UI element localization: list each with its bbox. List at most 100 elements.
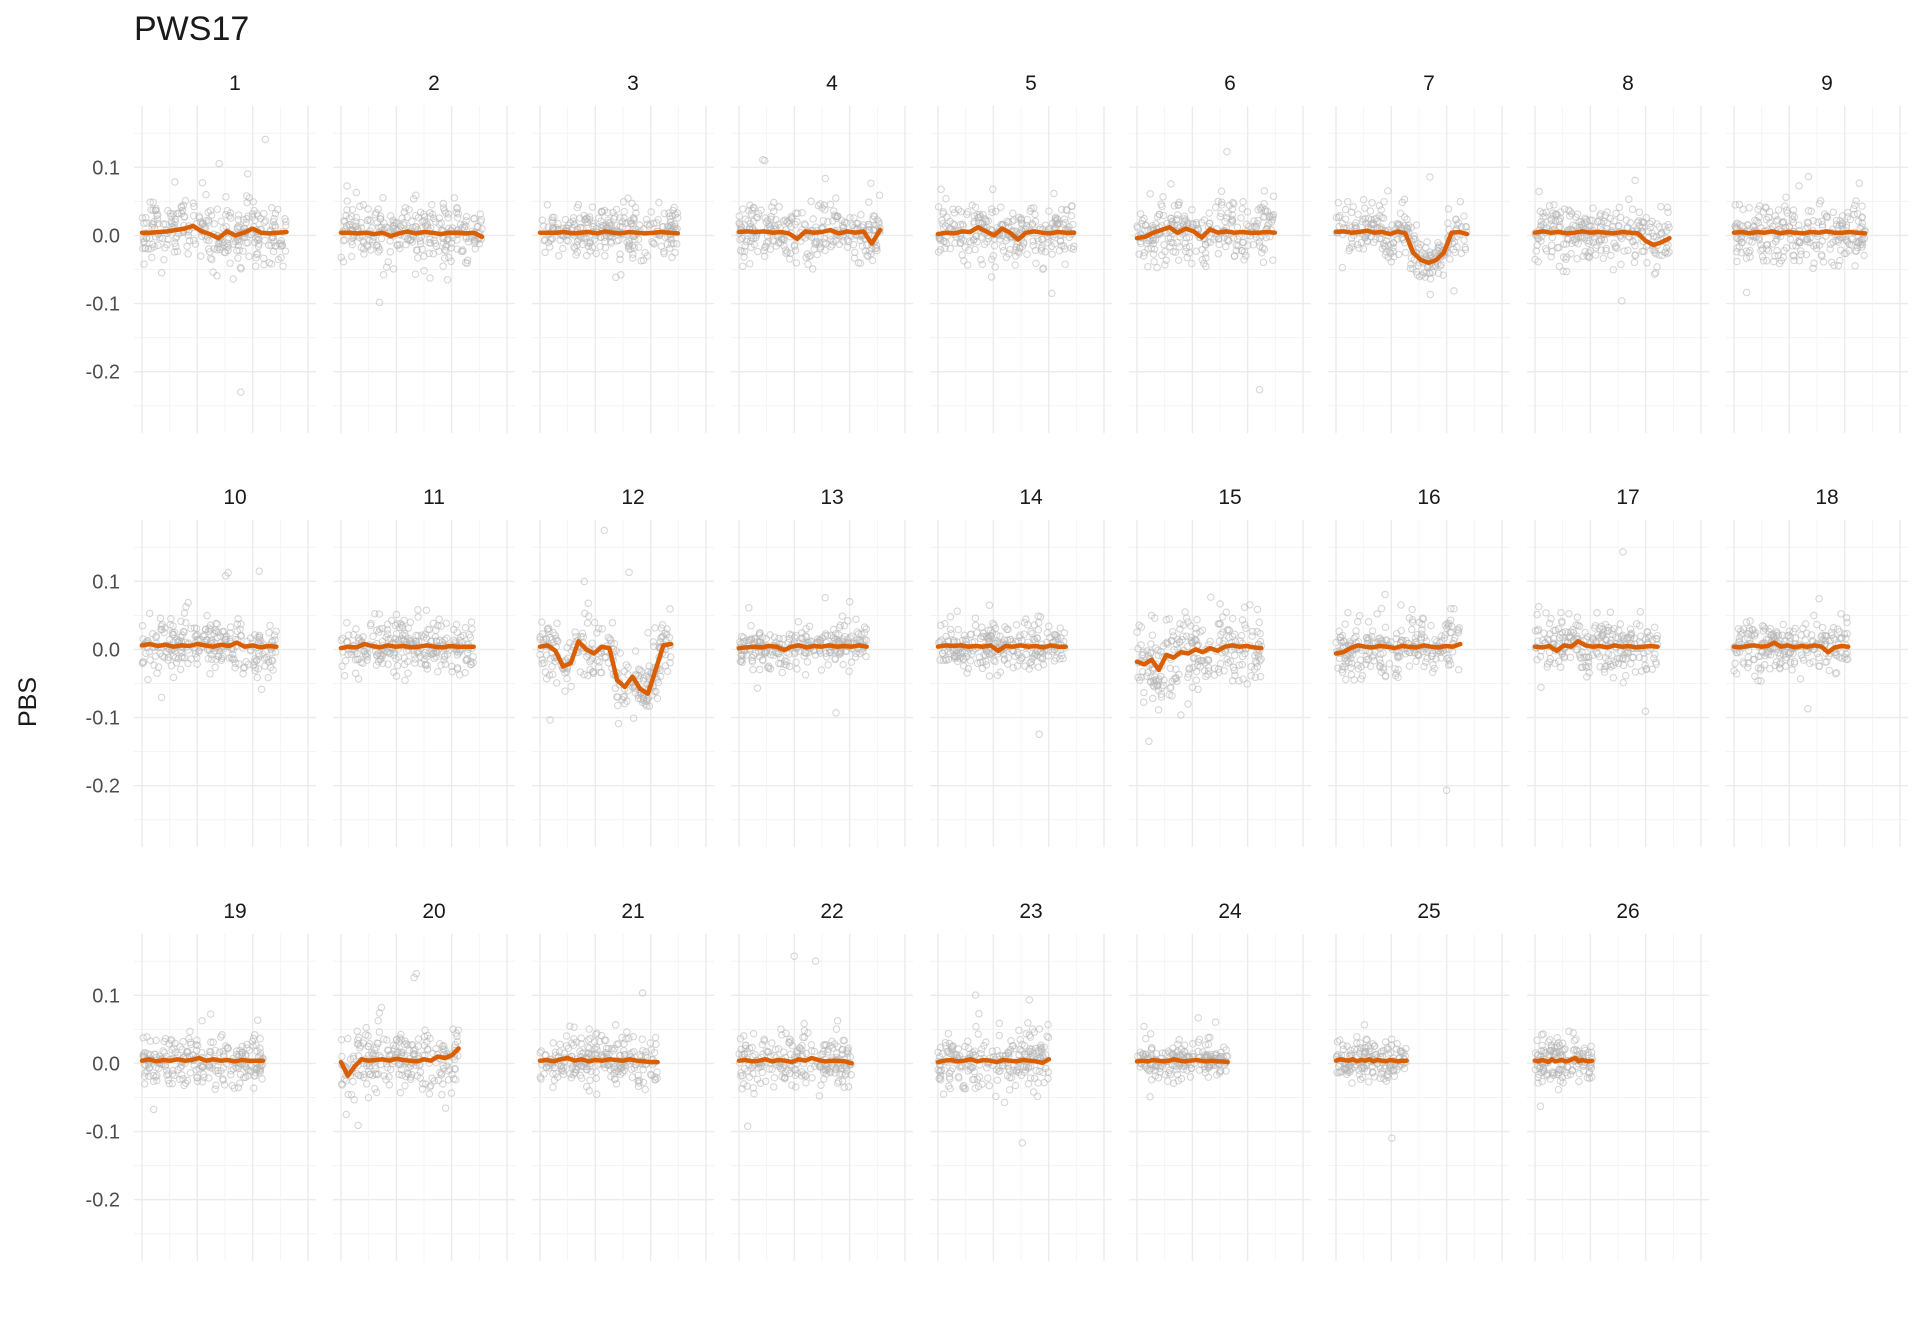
data-point — [793, 209, 802, 218]
data-point — [1238, 205, 1247, 213]
data-point — [352, 188, 361, 197]
data-point — [594, 214, 603, 222]
data-point — [813, 250, 821, 259]
data-point — [1426, 173, 1434, 181]
data-point — [604, 208, 612, 217]
chart-title: PWS17 — [134, 10, 249, 48]
data-point — [1194, 685, 1202, 694]
data-point — [1795, 182, 1803, 190]
data-point — [970, 219, 978, 228]
facet-strip-label: 16 — [1417, 486, 1440, 509]
data-point — [190, 202, 198, 211]
data-point — [445, 253, 453, 262]
data-point — [148, 253, 156, 262]
data-point — [1023, 215, 1032, 224]
data-point — [668, 253, 676, 262]
data-point — [1361, 204, 1369, 212]
data-point — [236, 388, 245, 396]
data-point — [614, 236, 623, 245]
data-point — [864, 223, 873, 231]
data-point — [625, 568, 633, 577]
data-point — [1335, 627, 1343, 636]
data-point — [452, 208, 461, 217]
data-point — [616, 214, 624, 222]
data-point — [600, 233, 609, 241]
data-point — [1061, 260, 1069, 268]
data-point — [376, 212, 385, 220]
data-point — [747, 621, 755, 630]
data-point — [264, 673, 273, 682]
data-point — [583, 238, 591, 247]
facet-strip-label: 5 — [1025, 72, 1037, 95]
data-point — [429, 250, 437, 258]
data-point — [1214, 250, 1223, 258]
data-point — [671, 248, 679, 257]
data-point — [443, 276, 452, 284]
data-point — [1148, 694, 1157, 703]
data-point — [867, 179, 875, 187]
data-point — [1460, 212, 1468, 220]
data-point — [1373, 610, 1381, 618]
y-axis-label: PBS — [14, 677, 42, 727]
data-point — [164, 206, 172, 215]
data-point — [386, 248, 395, 256]
data-point — [790, 241, 799, 249]
data-point — [1643, 259, 1651, 267]
data-point — [411, 270, 420, 278]
data-point — [226, 209, 235, 217]
data-point — [616, 255, 624, 264]
data-point — [429, 214, 438, 223]
data-point — [261, 217, 270, 225]
data-point — [835, 240, 844, 249]
facet-strip-label: 8 — [1622, 72, 1634, 95]
data-point — [738, 247, 746, 256]
data-point — [253, 673, 262, 682]
data-point — [462, 222, 470, 230]
data-point — [226, 623, 235, 631]
data-point — [1240, 603, 1249, 612]
data-point — [629, 222, 637, 230]
data-point — [753, 247, 762, 256]
data-point — [571, 244, 579, 252]
data-point — [566, 219, 575, 227]
data-point — [820, 238, 828, 247]
data-point — [149, 198, 157, 207]
data-point — [1381, 623, 1390, 632]
data-point — [1216, 659, 1225, 668]
data-point — [1060, 629, 1069, 637]
data-point — [621, 219, 629, 228]
data-point — [435, 615, 443, 623]
data-point — [459, 247, 467, 256]
data-point — [245, 252, 253, 261]
data-point — [978, 664, 987, 673]
data-point — [177, 209, 186, 218]
data-point — [473, 222, 482, 231]
data-point — [816, 244, 824, 253]
data-point — [588, 203, 597, 211]
data-point — [1852, 197, 1860, 205]
data-point — [420, 267, 428, 275]
data-point — [274, 255, 283, 264]
data-point — [475, 239, 484, 248]
facet-panel-1: 10.10.0-0.1-0.2 — [86, 72, 316, 433]
data-point — [820, 234, 828, 243]
facet-strip-label: 7 — [1423, 72, 1435, 95]
data-point — [252, 250, 261, 259]
data-point — [161, 220, 170, 229]
data-point — [337, 253, 346, 262]
data-point — [1636, 607, 1645, 616]
data-point — [231, 663, 239, 672]
data-point — [1342, 675, 1350, 684]
data-point — [401, 676, 409, 685]
data-point — [259, 254, 268, 263]
data-point — [990, 242, 999, 250]
data-point — [384, 224, 392, 232]
data-point — [1826, 245, 1834, 253]
data-point — [1035, 730, 1043, 738]
data-point — [875, 220, 883, 228]
data-point — [341, 236, 349, 244]
data-point — [785, 255, 794, 263]
data-point — [1222, 608, 1231, 617]
data-point — [629, 214, 638, 222]
facet-strip-label: 10 — [223, 486, 246, 509]
